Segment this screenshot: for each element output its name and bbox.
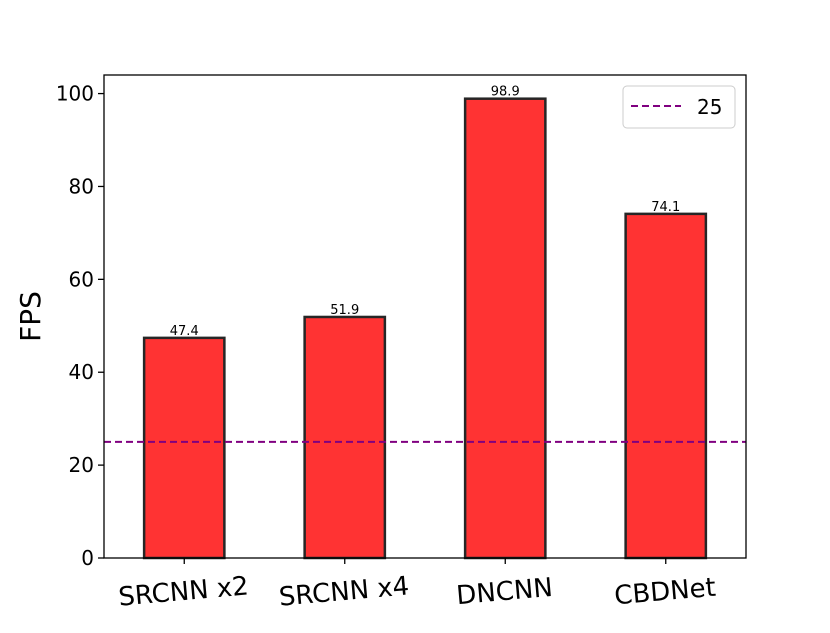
x-category-label: CBDNet — [613, 573, 717, 612]
bar-value-label: 74.1 — [651, 200, 680, 215]
bar-value-label: 98.9 — [491, 85, 520, 100]
legend: 25 — [622, 85, 736, 129]
x-category-label: DNCNN — [455, 573, 554, 611]
bar — [463, 97, 547, 560]
axes-layer: 0 20 40 60 80 100 SRCNN x2 SRCNN x4 DNCNN CBDNet F… — [14, 74, 747, 613]
y-tick-label: 40 — [69, 360, 94, 384]
bar — [624, 212, 708, 560]
bar-value-label: 51.9 — [330, 303, 359, 318]
x-category-label: SRCNN x2 — [117, 571, 250, 612]
y-tick-label: 80 — [69, 174, 94, 198]
y-axis-label: FPS — [14, 291, 47, 342]
y-tick-label: 20 — [69, 453, 94, 477]
bars-layer: 47.4 51.9 98.9 74.1 — [142, 85, 708, 560]
bar — [142, 336, 226, 560]
bar — [303, 315, 387, 560]
bar-value-label: 47.4 — [170, 324, 199, 339]
y-tick-label: 0 — [81, 546, 94, 570]
x-category-label: SRCNN x4 — [278, 571, 411, 612]
y-tick-label: 60 — [69, 267, 94, 291]
legend-label: 25 — [697, 95, 722, 119]
y-tick-label: 100 — [56, 82, 94, 106]
plot-frame — [103, 74, 747, 559]
